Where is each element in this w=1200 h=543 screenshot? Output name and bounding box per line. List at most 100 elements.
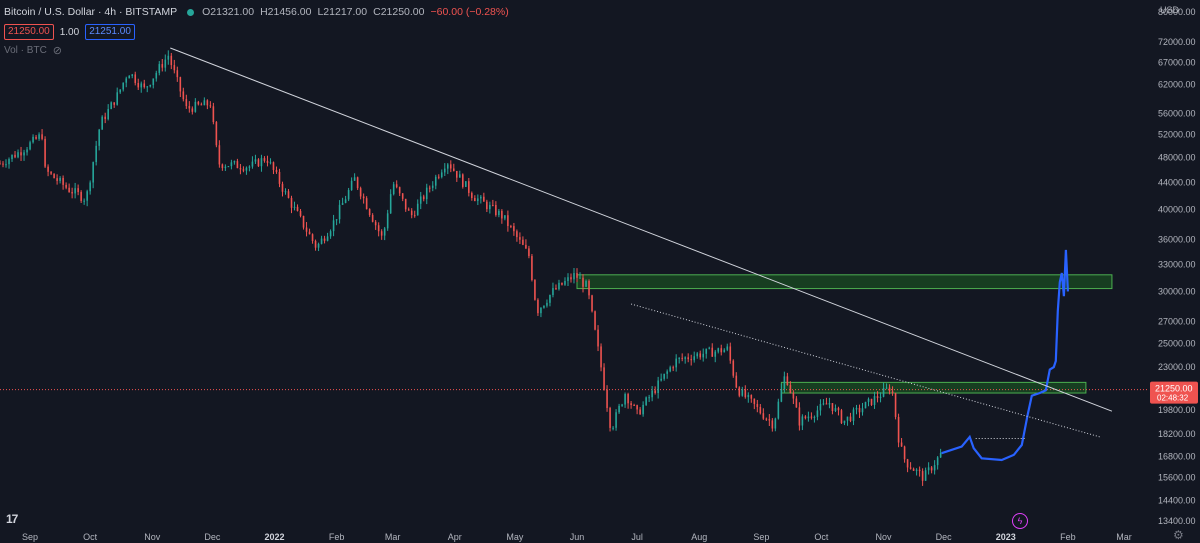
- candle: [609, 407, 611, 428]
- candle: [0, 163, 1, 165]
- candle: [158, 64, 161, 73]
- candle: [59, 177, 61, 181]
- candle: [693, 356, 696, 361]
- candle: [437, 176, 440, 178]
- candle: [858, 407, 861, 413]
- candle: [597, 329, 599, 347]
- candle: [107, 109, 109, 120]
- candle: [377, 225, 380, 232]
- volume-legend[interactable]: Vol · BTC ⊘: [4, 44, 62, 57]
- candle: [224, 166, 227, 169]
- candle: [936, 457, 939, 466]
- candle: [801, 416, 804, 426]
- sell-button[interactable]: 21250.00: [4, 24, 54, 40]
- trendline[interactable]: [170, 47, 1113, 412]
- candle: [636, 405, 638, 410]
- candle: [897, 416, 900, 443]
- price-axis[interactable]: [1148, 0, 1200, 543]
- x-tick-label: Nov: [144, 532, 161, 542]
- candle: [443, 168, 446, 173]
- candle: [401, 193, 404, 199]
- candle: [47, 166, 49, 172]
- candle: [134, 74, 137, 83]
- candle: [269, 162, 272, 164]
- last-price-value: 21250.00: [1155, 384, 1193, 394]
- last-price-badge: [1150, 381, 1198, 404]
- candle: [98, 129, 100, 146]
- candle: [549, 294, 551, 303]
- candle: [618, 405, 620, 413]
- candle: [320, 238, 323, 244]
- candle: [419, 196, 422, 204]
- candle: [284, 191, 287, 193]
- y-tick-label: 15600.00: [1158, 473, 1196, 483]
- support-resistance-zone[interactable]: [576, 274, 1113, 290]
- candle: [326, 236, 329, 241]
- symbol-title[interactable]: Bitcoin / U.S. Dollar · 4h · BITSTAMP: [4, 6, 178, 18]
- candle: [924, 470, 927, 481]
- candle: [537, 299, 539, 314]
- candle: [519, 237, 521, 240]
- dotted-trendline[interactable]: [630, 303, 1101, 438]
- candle: [245, 167, 248, 171]
- candle: [80, 192, 82, 201]
- candle: [513, 226, 515, 232]
- candle: [83, 200, 85, 202]
- x-tick-label: Aug: [691, 532, 707, 542]
- candle: [756, 404, 759, 407]
- candle: [624, 394, 626, 405]
- candle: [660, 378, 662, 381]
- x-tick-label: Jun: [570, 532, 585, 542]
- candle: [462, 174, 464, 187]
- lightning-icon[interactable]: ϟ: [1012, 513, 1028, 529]
- candle: [768, 419, 771, 421]
- candle: [431, 185, 434, 188]
- candle: [744, 389, 747, 398]
- candle: [230, 162, 233, 167]
- candle: [645, 397, 647, 405]
- candle: [395, 184, 398, 188]
- candle: [933, 465, 936, 471]
- candle: [152, 78, 155, 85]
- candle: [561, 282, 563, 285]
- currency-label[interactable]: USD: [1160, 5, 1180, 15]
- eye-off-icon[interactable]: ⊘: [52, 45, 63, 57]
- candle: [146, 86, 149, 88]
- candle: [591, 295, 593, 312]
- buy-button[interactable]: 21251.00: [85, 24, 135, 40]
- candle: [564, 280, 566, 285]
- y-tick-label: 56000.00: [1158, 109, 1196, 119]
- candle: [576, 273, 578, 278]
- x-tick-label: Feb: [329, 532, 345, 542]
- candle: [828, 403, 831, 405]
- ohlc-high: H21456.00: [260, 6, 312, 18]
- projection-path[interactable]: [941, 249, 1069, 462]
- candle: [182, 91, 185, 100]
- gear-icon[interactable]: ⚙: [1173, 528, 1184, 542]
- candle: [534, 280, 536, 300]
- y-tick-label: 40000.00: [1158, 204, 1196, 214]
- tradingview-logo-icon[interactable]: 17: [6, 512, 18, 526]
- candle: [329, 231, 332, 237]
- candle: [906, 459, 909, 468]
- candle: [263, 158, 266, 161]
- candle: [350, 180, 353, 191]
- x-tick-label: Jul: [631, 532, 643, 542]
- candle: [888, 387, 891, 392]
- candle: [65, 184, 67, 188]
- candle: [738, 387, 741, 396]
- trade-panel: 21250.00 1.00 21251.00: [4, 24, 135, 40]
- candle: [428, 187, 431, 189]
- ohlc-low: L21217.00: [317, 6, 368, 18]
- candle: [579, 277, 581, 279]
- candle: [690, 359, 693, 361]
- candle: [380, 231, 383, 236]
- candle: [654, 390, 656, 393]
- candle: [669, 367, 671, 372]
- market-status-icon: [187, 8, 195, 16]
- candle: [546, 302, 548, 306]
- candle: [633, 405, 635, 407]
- y-tick-label: 67000.00: [1158, 58, 1196, 68]
- candle: [864, 401, 867, 409]
